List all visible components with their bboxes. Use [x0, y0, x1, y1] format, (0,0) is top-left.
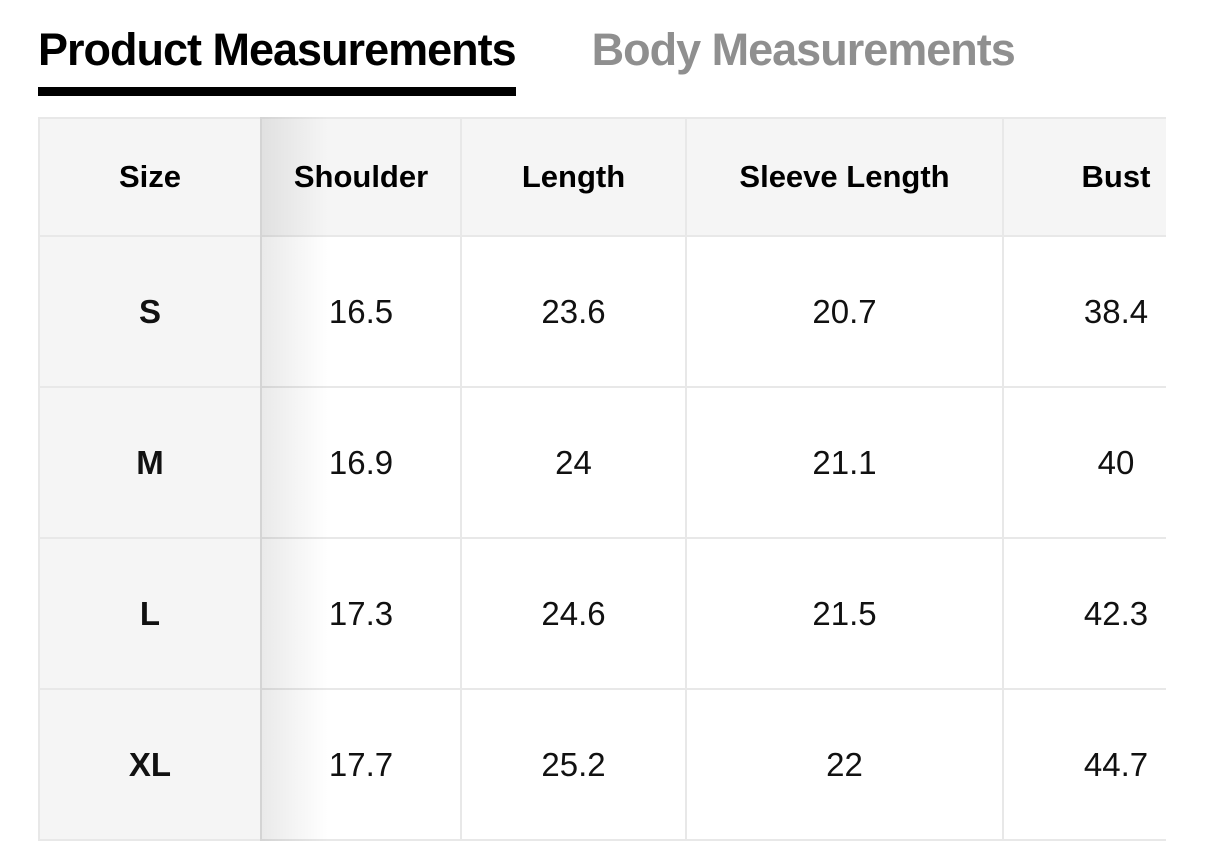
size-cell: XL [38, 688, 262, 841]
header-cell-size: Size [38, 117, 262, 237]
header-cell-length: Length [460, 117, 687, 237]
value-cell-bust: 44.7 [1002, 688, 1166, 841]
value-cell-length: 24 [460, 386, 687, 539]
header-cell-sleeve-length: Sleeve Length [685, 117, 1004, 237]
table-row-s: S 16.5 23.6 20.7 38.4 [38, 235, 1166, 388]
size-cell: S [38, 235, 262, 388]
header-row: Size Shoulder Length Sleeve Length Bust [38, 117, 1166, 237]
value-cell-bust: 38.4 [1002, 235, 1166, 388]
tab-body-measurements[interactable]: Body Measurements [591, 24, 1016, 75]
tab-product-measurements[interactable]: Product Measurements [38, 24, 517, 96]
table-row-l: L 17.3 24.6 21.5 42.3 [38, 537, 1166, 690]
value-cell-shoulder: 17.7 [260, 688, 462, 841]
value-cell-shoulder: 16.5 [260, 235, 462, 388]
size-cell: L [38, 537, 262, 690]
value-cell-length: 24.6 [460, 537, 687, 690]
header-cell-shoulder: Shoulder [260, 117, 462, 237]
value-cell-length: 25.2 [460, 688, 687, 841]
value-cell-bust: 40 [1002, 386, 1166, 539]
value-cell-shoulder: 16.9 [260, 386, 462, 539]
measurements-table: Size Shoulder Length Sleeve Length Bust … [38, 117, 1166, 841]
value-cell-sleeve: 20.7 [685, 235, 1004, 388]
table-row-xl: XL 17.7 25.2 22 44.7 [38, 688, 1166, 841]
value-cell-length: 23.6 [460, 235, 687, 388]
tab-bar: Product Measurements Body Measurements [38, 24, 1166, 96]
value-cell-sleeve: 22 [685, 688, 1004, 841]
value-cell-sleeve: 21.1 [685, 386, 1004, 539]
table-row-m: M 16.9 24 21.1 40 [38, 386, 1166, 539]
measurements-table-container[interactable]: Size Shoulder Length Sleeve Length Bust … [38, 117, 1166, 841]
value-cell-bust: 42.3 [1002, 537, 1166, 690]
value-cell-shoulder: 17.3 [260, 537, 462, 690]
value-cell-sleeve: 21.5 [685, 537, 1004, 690]
size-cell: M [38, 386, 262, 539]
header-cell-bust: Bust [1002, 117, 1166, 237]
